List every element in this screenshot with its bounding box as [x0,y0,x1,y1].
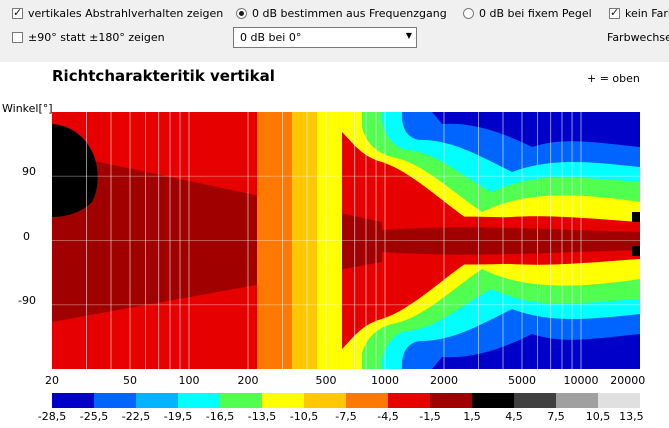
colorbar-tick-label: -13,5 [247,410,277,423]
db-fixed-level-label: 0 dB bei fixem Pegel [479,7,592,20]
colorbar-tick-label: -4,5 [377,410,399,423]
x-tick-label: 100 [178,374,200,387]
chart-title: Richtcharakteritik vertikal [52,67,275,85]
checkbox-box: ✓ [12,6,23,19]
colorbar-ticks: -28,5 -25,5 -22,5 -19,5 -16,5 -13,5 -10,5 -7,5 -… [0,410,669,424]
x-tick-label: 2000 [430,374,458,387]
colorbar-segment [220,393,263,408]
x-tick-label: 20000 [610,374,646,387]
vertical-radiation-checkbox[interactable]: ✓ vertikales Abstrahlverhalten zeigen [12,6,224,20]
colorbar-segment [94,393,137,408]
colorbar-tick-label: -22,5 [121,410,151,423]
colorbar-tick-label: -16,5 [205,410,235,423]
colorbar-segment [556,393,599,408]
chevron-down-icon: ▼ [405,31,412,40]
heatmap-region [317,112,342,369]
farbwechsel-label: Farbwechsel [607,31,669,44]
x-axis-ticks: 20 50 100 200 500 1000 2000 5000 10000 20000 [0,374,669,388]
checkbox-box: ✓ [609,6,620,19]
colorbar-segment [514,393,557,408]
heatmap-region [632,246,640,256]
grid-lines [52,112,640,369]
y-tick-label: -90 [18,294,36,307]
checkmark-icon: ✓ [610,6,620,19]
x-tick-label: 50 [122,374,137,387]
vertical-radiation-label: vertikales Abstrahlverhalten zeigen [28,7,224,20]
checkmark-icon: ✓ [13,6,23,19]
db-from-frequency-radio[interactable]: 0 dB bestimmen aus Frequenzgang [236,7,447,20]
heatmap-plot [52,112,640,369]
colorbar-segment [136,393,179,408]
colorbar-segment [52,393,95,408]
radio-selected-dot [239,11,244,16]
x-tick-label: 10000 [563,374,599,387]
colorbar-tick-label: -1,5 [419,410,441,423]
colorbar-segment [598,393,640,408]
colorbar-segment [430,393,473,408]
colorbar-segment [304,393,347,408]
colorbar-segment [178,393,221,408]
orientation-note: + = oben [587,72,640,85]
x-tick-label: 1000 [370,374,399,387]
radio-circle [463,8,474,19]
y-axis-label: Winkel[°] [2,102,53,115]
no-color-change-label: kein Farbs [625,7,669,20]
colorbar-tick-label: -25,5 [79,410,109,423]
angle-range-checkbox[interactable]: ±90° statt ±180° zeigen [12,31,165,44]
y-tick-label: 0 [23,230,30,243]
toolbar: ✓ vertikales Abstrahlverhalten zeigen ±9… [0,0,669,62]
heatmap-region [52,152,382,322]
colorbar-segment [262,393,305,408]
radio-circle [236,8,247,19]
checkbox-box [12,32,23,43]
colorbar-segment [388,393,431,408]
x-tick-label: 20 [45,374,59,387]
colorbar-tick-label: -10,5 [289,410,319,423]
x-tick-label: 5000 [507,374,536,387]
colorbar-tick-label: 1,5 [463,410,481,423]
colorbar-tick-label: -7,5 [335,410,357,423]
colorbar-tick-label: 7,5 [547,410,565,423]
colorbar-tick-label: -28,5 [37,410,67,423]
colorbar-tick-label: 4,5 [505,410,523,423]
colorbar-tick-label: 13,5 [619,410,644,423]
heatmap-region [382,227,640,255]
heatmap-region [432,334,640,369]
db-fixed-level-radio[interactable]: 0 dB bei fixem Pegel [463,7,592,20]
db-from-frequency-label: 0 dB bestimmen aus Frequenzgang [252,7,447,20]
x-tick-label: 500 [315,374,337,387]
colorbar-tick-label: 10,5 [585,410,611,423]
colorbar-tick-label: -19,5 [163,410,193,423]
colorbar-segment [346,393,389,408]
heatmap-region [632,212,640,222]
colorbar-segment [472,393,515,408]
y-tick-label: 90 [22,165,36,178]
reference-dropdown-value: 0 dB bei 0° [240,31,302,44]
x-tick-label: 200 [237,374,259,387]
no-color-change-checkbox[interactable]: ✓ kein Farbs [609,6,669,20]
angle-range-label: ±90° statt ±180° zeigen [28,31,165,44]
reference-dropdown[interactable]: 0 dB bei 0° ▼ [233,27,417,48]
colorbar [52,393,640,408]
heatmap-region [432,112,640,147]
